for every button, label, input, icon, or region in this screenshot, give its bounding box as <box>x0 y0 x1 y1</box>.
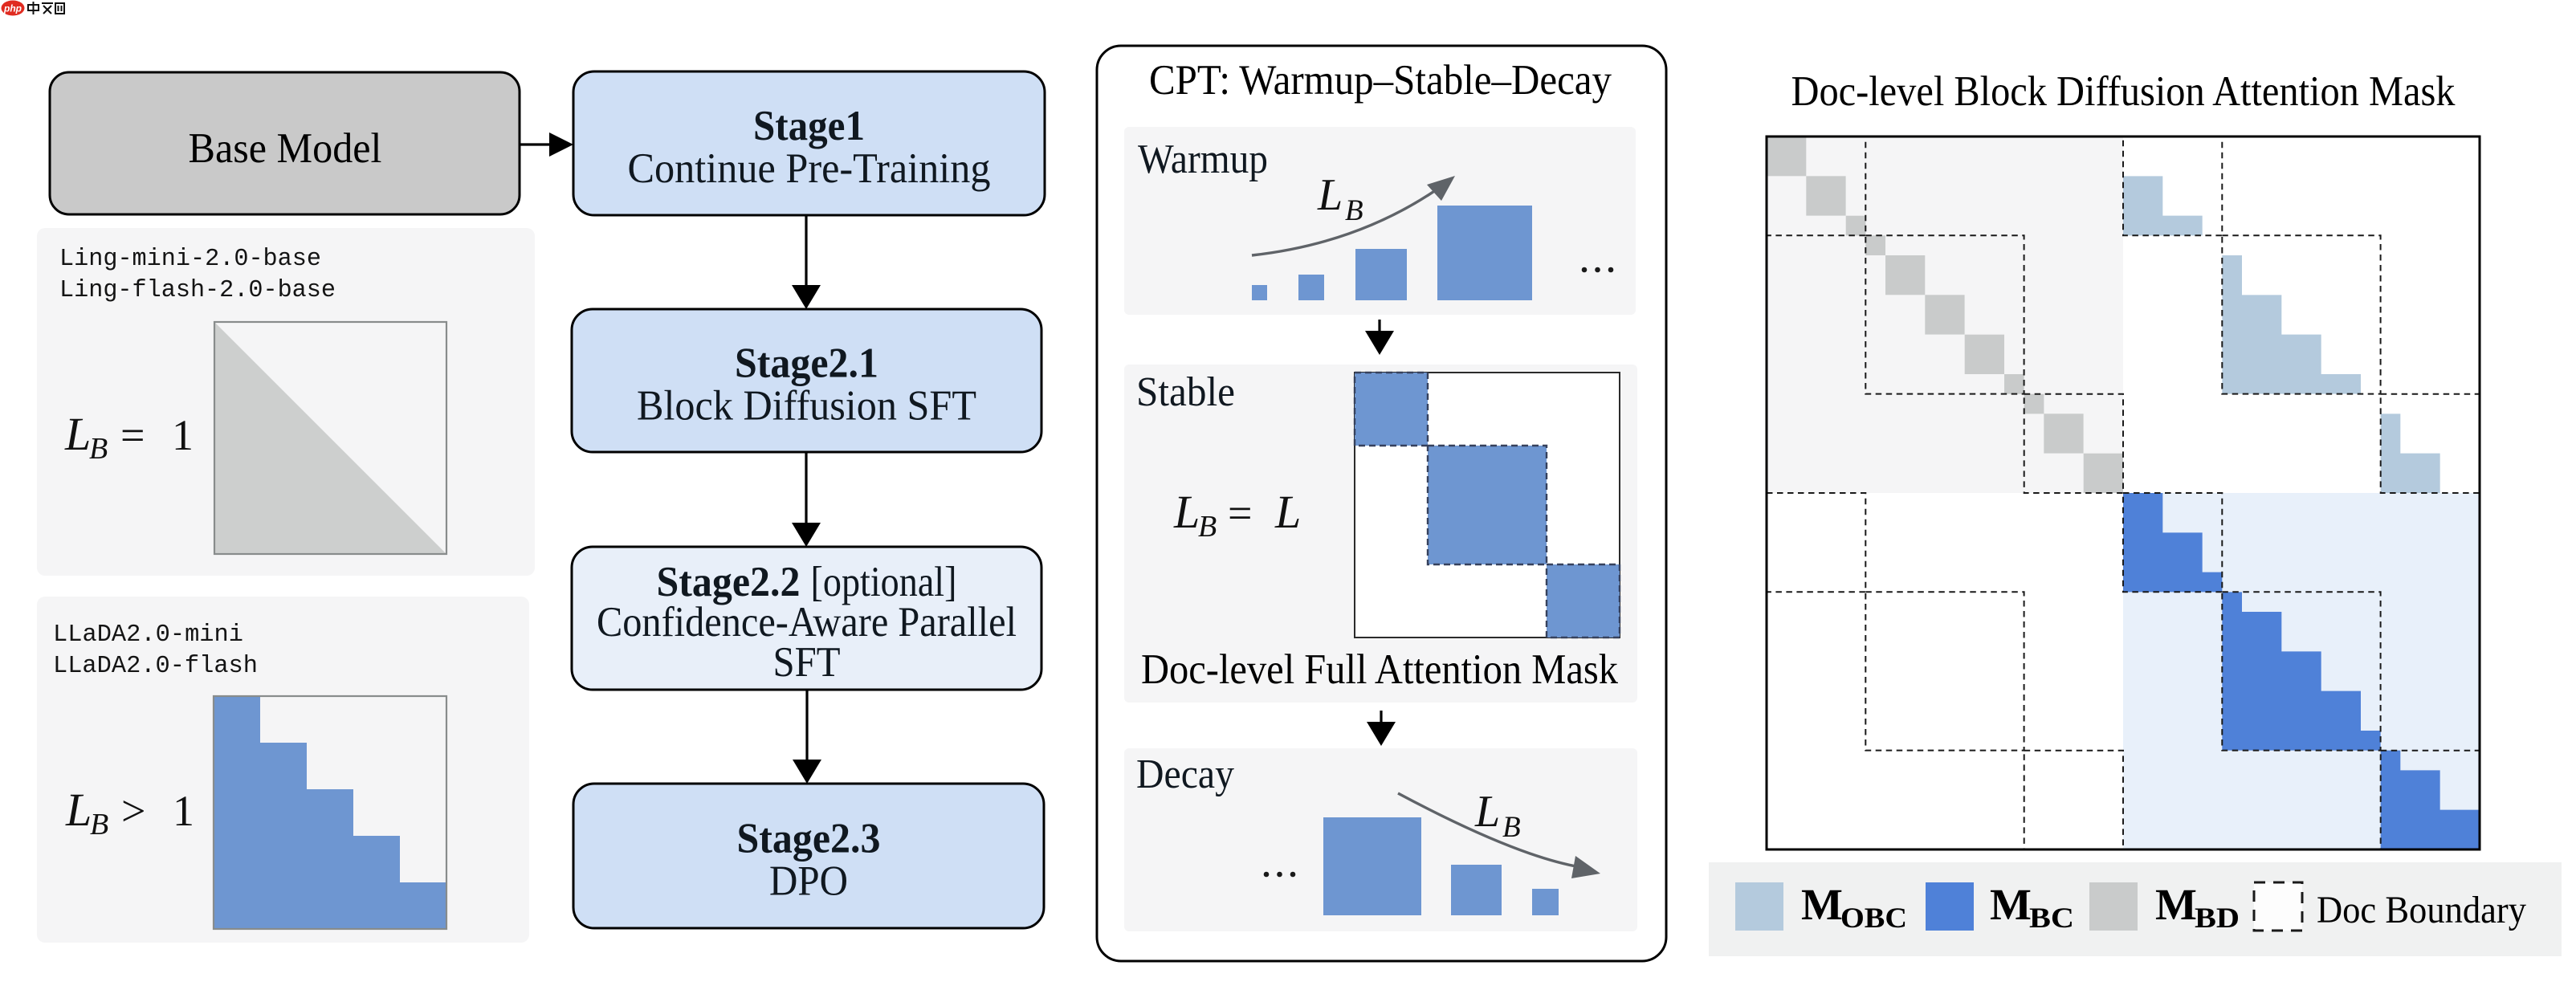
svg-text:BC: BC <box>2029 902 2074 934</box>
svg-text:=: = <box>120 411 145 459</box>
svg-text:CPT: Warmup–Stable–Decay: CPT: Warmup–Stable–Decay <box>1149 57 1612 104</box>
svg-text:php: php <box>3 3 22 14</box>
svg-text:L: L <box>65 784 92 836</box>
svg-text:B: B <box>89 432 108 466</box>
svg-text:Stable: Stable <box>1136 369 1235 415</box>
svg-text:Confidence-Aware Parallel: Confidence-Aware Parallel <box>597 599 1017 646</box>
svg-text:B: B <box>90 808 108 841</box>
svg-text:L: L <box>1173 486 1200 538</box>
svg-text:BD: BD <box>2195 902 2240 934</box>
svg-text:Stage2.3: Stage2.3 <box>737 816 881 862</box>
svg-text:Decay: Decay <box>1136 752 1234 797</box>
svg-text:1: 1 <box>173 787 194 835</box>
svg-text:L: L <box>64 408 91 460</box>
svg-text:OBC: OBC <box>1840 902 1907 934</box>
svg-text:B: B <box>1198 510 1217 544</box>
svg-text:B: B <box>1345 194 1363 227</box>
svg-text:Stage1: Stage1 <box>753 103 865 149</box>
svg-text:LLaDA2.0-flash: LLaDA2.0-flash <box>53 652 258 680</box>
svg-text:Base Model: Base Model <box>189 125 382 172</box>
svg-text:M: M <box>2155 880 2197 929</box>
svg-text:M: M <box>1801 880 1843 929</box>
svg-text:Stage2.2: Stage2.2 <box>657 559 801 605</box>
svg-text:Doc-level Full Attention Mask: Doc-level Full Attention Mask <box>1141 646 1618 693</box>
svg-text:M: M <box>1990 880 2032 929</box>
svg-text:>: > <box>121 787 145 835</box>
svg-text:Block Diffusion SFT: Block Diffusion SFT <box>637 383 976 430</box>
svg-text:Ling-flash-2.0-base: Ling-flash-2.0-base <box>59 276 336 304</box>
svg-text:[optional]: [optional] <box>811 559 957 605</box>
svg-text:L: L <box>1474 787 1500 837</box>
svg-text:LLaDA2.0-mini: LLaDA2.0-mini <box>53 621 243 649</box>
svg-text:Stage2.1: Stage2.1 <box>735 340 878 387</box>
svg-text:Warmup: Warmup <box>1138 136 1268 182</box>
svg-text:Ling-mini-2.0-base: Ling-mini-2.0-base <box>59 245 321 273</box>
svg-text:DPO: DPO <box>769 858 848 905</box>
svg-text:L: L <box>1274 486 1301 538</box>
svg-text:=: = <box>1228 489 1252 537</box>
svg-text:Continue Pre-Training: Continue Pre-Training <box>628 145 991 192</box>
svg-text:Doc Boundary: Doc Boundary <box>2317 889 2526 931</box>
svg-text:SFT: SFT <box>773 639 841 686</box>
svg-text:B: B <box>1502 811 1521 844</box>
svg-text:L: L <box>1317 170 1343 220</box>
svg-text:Doc-level Block Diffusion Atte: Doc-level Block Diffusion Attention Mask <box>1791 68 2456 115</box>
svg-text:1: 1 <box>172 411 194 459</box>
